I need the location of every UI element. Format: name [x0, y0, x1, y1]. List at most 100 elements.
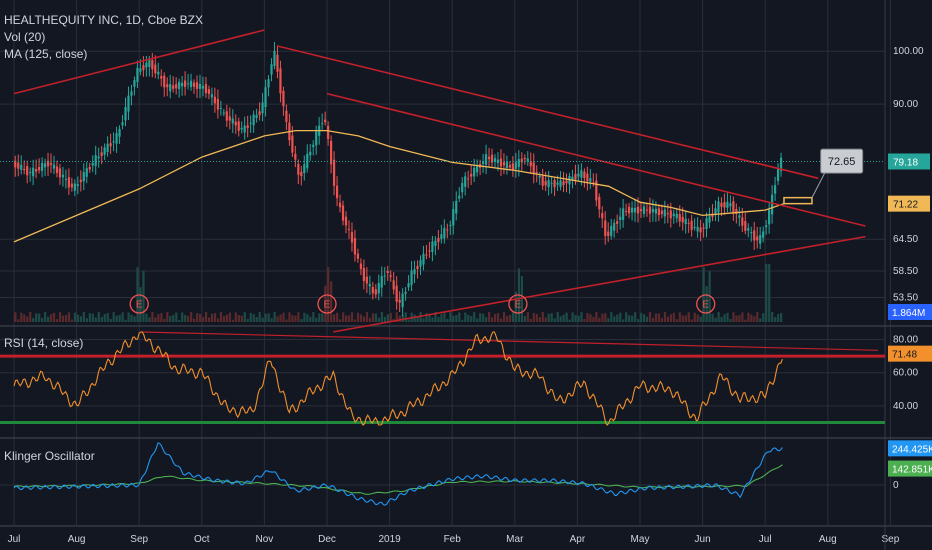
candle-body: [371, 287, 374, 294]
candle-body: [82, 172, 85, 182]
volume-bar: [723, 314, 726, 322]
candle-body: [630, 207, 634, 213]
volume-bar: [306, 314, 309, 322]
candle-body: [91, 162, 94, 166]
candle-body: [729, 203, 732, 207]
volume-bar: [17, 319, 20, 322]
volume-bar: [443, 312, 446, 322]
candle-body: [270, 64, 273, 75]
candle-body: [43, 163, 47, 168]
candle-body: [571, 176, 574, 181]
volume-bar: [642, 314, 646, 322]
candle-body: [765, 225, 768, 228]
volume-bar: [514, 291, 518, 322]
candle-body: [109, 143, 112, 147]
candle-body: [327, 125, 330, 139]
volume-bar: [70, 319, 74, 322]
trendline-2: [326, 92, 866, 227]
candle-body: [431, 241, 434, 252]
candle-body: [502, 162, 506, 166]
volume-bar: [571, 312, 574, 322]
candle-body: [198, 84, 202, 89]
candle-body: [332, 159, 336, 186]
volume-bar: [544, 317, 547, 322]
volume-bar: [398, 315, 401, 322]
rsi-tick-1: 60.00: [893, 368, 918, 379]
volume-bar: [780, 312, 783, 322]
volume-bar: [243, 312, 246, 322]
volume-bar: [169, 315, 172, 322]
volume-bar: [383, 316, 386, 322]
volume-bar: [648, 312, 652, 322]
candle-body: [142, 65, 145, 70]
volume-bar: [204, 312, 208, 322]
volume-bar: [35, 313, 38, 322]
klinger-value-label: 244.425K: [892, 444, 932, 455]
volume-bar: [336, 312, 339, 322]
volume-bar: [705, 286, 708, 322]
volume-bar: [565, 312, 568, 322]
ma-label: 71.22: [893, 200, 918, 211]
volume-bar: [377, 317, 380, 322]
volume-bar: [163, 318, 166, 322]
candle-body: [565, 180, 568, 184]
candle-body: [350, 232, 354, 243]
candle-body: [359, 263, 363, 270]
x-axis-label-1: Aug: [68, 534, 86, 545]
volume-bar: [184, 314, 187, 322]
candle-body: [324, 119, 327, 123]
candle-body: [470, 173, 473, 177]
callout-box: [820, 148, 864, 174]
candle-body: [97, 156, 100, 159]
candle-body: [616, 221, 619, 224]
volume-bar: [726, 312, 729, 322]
candle-body: [341, 205, 345, 221]
rsi-legend: RSI (14, close): [4, 336, 84, 350]
x-axis-label-7: Feb: [444, 534, 462, 545]
volume-bar: [47, 316, 50, 322]
volume-bar: [738, 315, 741, 322]
volume-bar: [207, 317, 211, 322]
candle-body: [508, 165, 511, 168]
volume-bar: [711, 313, 714, 322]
volume-bar: [312, 312, 315, 322]
candle-body: [672, 213, 675, 217]
candle-body: [172, 85, 175, 89]
volume-bar: [118, 315, 121, 322]
candle-body: [523, 157, 526, 160]
candle-body: [362, 268, 365, 281]
volume-bar: [464, 312, 467, 322]
volume-bar: [508, 314, 512, 322]
volume-bar: [401, 315, 404, 322]
candle-body: [40, 162, 44, 171]
candle-body: [562, 181, 565, 186]
candle-body: [386, 271, 389, 273]
candle-body: [505, 161, 509, 169]
volume-bar: [660, 317, 664, 322]
candle-body: [750, 232, 753, 234]
volume-bar: [750, 314, 753, 322]
x-axis-label-13: Aug: [819, 534, 837, 545]
candle-body: [267, 79, 270, 88]
candle-body: [434, 240, 437, 246]
candle-body: [70, 183, 73, 188]
volume-bar: [473, 312, 476, 322]
candle-body: [213, 96, 216, 104]
volume-bar: [279, 314, 282, 322]
volume-bar: [669, 314, 672, 322]
candle-body: [559, 180, 562, 187]
candle-body: [392, 280, 395, 290]
x-axis-label-9: Apr: [570, 534, 586, 545]
volume-bar: [505, 316, 509, 322]
symbol-title: HEALTHEQUITY INC, 1D, Cboe BZX: [4, 13, 203, 27]
volume-bar: [586, 312, 589, 322]
candle-body: [717, 201, 720, 213]
candle-body: [118, 129, 121, 137]
candle-body: [556, 182, 559, 185]
candle-body: [779, 157, 783, 172]
x-axis-label-0: Jul: [8, 534, 21, 545]
volume-bar: [607, 318, 610, 322]
candle-body: [633, 207, 637, 213]
candle-body: [663, 209, 666, 217]
